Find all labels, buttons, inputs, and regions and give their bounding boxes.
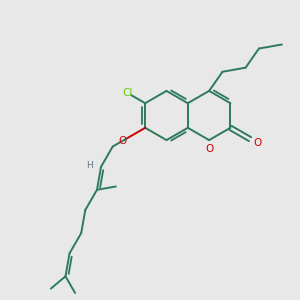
- Text: O: O: [118, 136, 127, 146]
- Text: O: O: [205, 143, 213, 154]
- Text: Cl: Cl: [123, 88, 133, 98]
- Text: O: O: [253, 138, 261, 148]
- Text: H: H: [86, 161, 93, 170]
